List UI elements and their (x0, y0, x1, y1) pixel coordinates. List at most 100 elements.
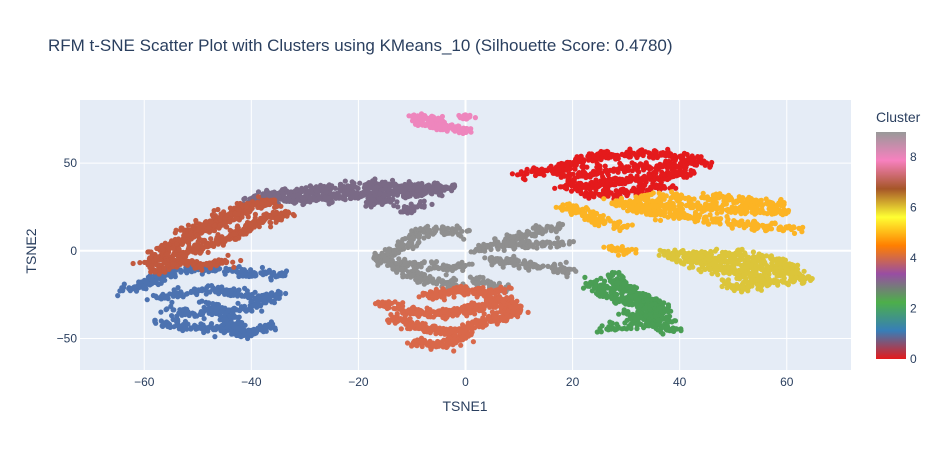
data-point[interactable] (133, 288, 140, 294)
data-point[interactable] (619, 290, 626, 296)
data-point[interactable] (240, 231, 247, 237)
data-point[interactable] (647, 173, 653, 179)
data-point[interactable] (217, 216, 223, 222)
data-point[interactable] (755, 276, 761, 283)
data-point[interactable] (705, 252, 711, 258)
data-point[interactable] (275, 295, 281, 301)
data-point[interactable] (231, 231, 237, 237)
data-point[interactable] (615, 252, 622, 258)
data-point[interactable] (664, 251, 670, 257)
data-point[interactable] (240, 324, 246, 330)
data-point[interactable] (720, 253, 726, 260)
data-point[interactable] (215, 288, 221, 294)
data-point[interactable] (399, 189, 405, 195)
data-point[interactable] (323, 189, 329, 195)
data-point[interactable] (586, 283, 593, 289)
data-point[interactable] (381, 181, 387, 188)
data-point[interactable] (183, 249, 190, 255)
data-point[interactable] (625, 150, 631, 156)
data-point[interactable] (115, 293, 121, 299)
data-point[interactable] (629, 222, 635, 228)
data-point[interactable] (210, 301, 216, 307)
data-point[interactable] (643, 196, 649, 202)
data-point[interactable] (394, 199, 400, 205)
data-point[interactable] (279, 187, 286, 193)
data-point[interactable] (599, 323, 605, 329)
data-point[interactable] (234, 320, 240, 326)
data-point[interactable] (610, 245, 617, 251)
data-point[interactable] (179, 258, 185, 264)
data-point[interactable] (518, 169, 524, 175)
data-point[interactable] (357, 180, 363, 186)
data-point[interactable] (743, 205, 749, 211)
data-point[interactable] (587, 174, 593, 180)
data-point[interactable] (186, 244, 192, 251)
data-point[interactable] (188, 325, 194, 331)
data-point[interactable] (213, 309, 219, 315)
data-point[interactable] (656, 252, 662, 258)
data-point[interactable] (669, 153, 676, 159)
data-point[interactable] (580, 285, 587, 291)
data-point[interactable] (726, 271, 733, 277)
data-point[interactable] (422, 188, 428, 195)
data-point[interactable] (450, 182, 456, 188)
data-point[interactable] (633, 285, 640, 291)
data-point[interactable] (607, 319, 613, 325)
data-point[interactable] (169, 299, 175, 305)
data-point[interactable] (233, 236, 239, 242)
data-point[interactable] (672, 318, 679, 324)
data-point[interactable] (524, 171, 530, 177)
data-point[interactable] (691, 196, 697, 202)
data-point[interactable] (303, 192, 309, 198)
data-point[interactable] (614, 321, 620, 327)
data-point[interactable] (732, 210, 738, 216)
data-point[interactable] (248, 206, 254, 212)
data-point[interactable] (161, 320, 167, 326)
data-point[interactable] (653, 170, 659, 176)
data-point[interactable] (590, 213, 596, 219)
data-point[interactable] (775, 269, 781, 275)
data-point[interactable] (782, 269, 788, 275)
data-point[interactable] (592, 222, 598, 228)
data-point[interactable] (601, 196, 607, 202)
data-point[interactable] (673, 185, 679, 191)
data-point[interactable] (621, 223, 627, 230)
data-point[interactable] (290, 193, 297, 200)
data-point[interactable] (612, 270, 618, 276)
data-point[interactable] (722, 194, 728, 200)
data-point[interactable] (682, 167, 688, 173)
data-point[interactable] (213, 266, 219, 272)
data-point[interactable] (245, 291, 252, 298)
data-point[interactable] (797, 276, 803, 283)
data-point[interactable] (764, 283, 770, 289)
data-point[interactable] (643, 160, 649, 166)
data-point[interactable] (789, 266, 795, 272)
data-point[interactable] (402, 208, 408, 214)
data-point[interactable] (192, 242, 198, 248)
data-point[interactable] (749, 206, 756, 212)
data-point[interactable] (215, 325, 221, 331)
data-point[interactable] (382, 198, 388, 204)
data-point[interactable] (661, 171, 667, 177)
data-point[interactable] (629, 246, 635, 252)
data-point[interactable] (268, 277, 274, 283)
data-point[interactable] (291, 213, 297, 219)
data-point[interactable] (628, 283, 634, 290)
data-point[interactable] (328, 191, 334, 197)
data-point[interactable] (208, 219, 214, 225)
data-point[interactable] (735, 273, 741, 279)
data-point[interactable] (245, 335, 251, 342)
data-point[interactable] (685, 258, 691, 264)
data-point[interactable] (211, 305, 217, 311)
data-point[interactable] (685, 156, 691, 162)
data-point[interactable] (163, 307, 169, 313)
data-point[interactable] (225, 307, 231, 313)
data-point[interactable] (673, 207, 679, 213)
data-point[interactable] (350, 184, 356, 190)
data-point[interactable] (614, 280, 620, 286)
data-point[interactable] (198, 287, 204, 293)
data-point[interactable] (613, 299, 619, 305)
data-point[interactable] (602, 220, 608, 226)
data-point[interactable] (161, 265, 167, 271)
data-point[interactable] (228, 288, 234, 294)
